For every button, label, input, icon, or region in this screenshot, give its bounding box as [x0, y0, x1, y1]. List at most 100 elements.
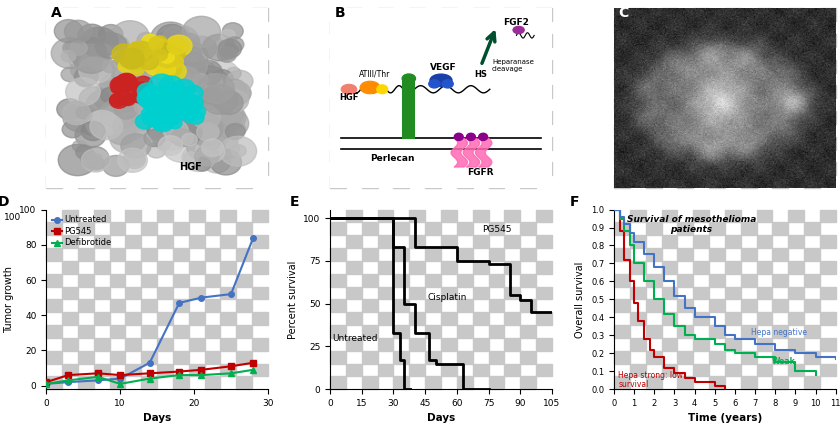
Bar	[646, 351, 662, 363]
Bar	[62, 338, 78, 351]
Circle shape	[166, 110, 180, 121]
Circle shape	[224, 82, 251, 104]
Bar	[457, 21, 473, 34]
Bar	[205, 21, 220, 34]
Circle shape	[151, 33, 180, 56]
Bar	[441, 137, 457, 150]
Circle shape	[161, 25, 199, 56]
Bar	[757, 34, 773, 47]
Bar	[646, 47, 662, 60]
Bar	[646, 73, 662, 85]
Circle shape	[184, 113, 223, 144]
Circle shape	[171, 49, 185, 60]
Ellipse shape	[442, 80, 454, 88]
Circle shape	[219, 47, 235, 60]
Bar	[709, 150, 725, 162]
Bar	[820, 34, 836, 47]
Bar	[189, 338, 205, 351]
Bar	[788, 60, 804, 73]
Circle shape	[114, 100, 138, 119]
Bar	[520, 21, 536, 34]
Bar	[441, 363, 457, 376]
Defibrotide	[63, 378, 73, 383]
Circle shape	[63, 41, 80, 55]
Bar	[252, 8, 268, 21]
Bar	[378, 338, 393, 351]
Bar	[157, 209, 173, 222]
Bar	[536, 111, 552, 124]
Circle shape	[66, 78, 100, 106]
Ellipse shape	[360, 81, 380, 94]
Circle shape	[148, 88, 161, 99]
Bar	[473, 162, 489, 175]
PG545	[174, 369, 184, 374]
Bar	[157, 338, 173, 351]
Circle shape	[166, 117, 181, 128]
Bar	[330, 175, 346, 188]
Bar	[425, 351, 441, 363]
Circle shape	[134, 41, 150, 54]
Circle shape	[197, 94, 234, 124]
Bar	[677, 47, 693, 60]
Bar	[441, 60, 457, 73]
Bar	[788, 34, 804, 47]
Bar	[614, 222, 630, 235]
Circle shape	[87, 154, 102, 166]
Bar	[205, 376, 220, 389]
Bar	[109, 299, 125, 312]
Bar	[62, 34, 78, 47]
Bar	[425, 124, 441, 137]
Bar	[125, 34, 141, 47]
Bar	[788, 85, 804, 98]
Bar	[189, 111, 205, 124]
Circle shape	[134, 80, 149, 91]
Bar	[646, 325, 662, 338]
Bar	[709, 222, 725, 235]
Bar	[457, 73, 473, 85]
Circle shape	[142, 111, 159, 125]
Bar	[773, 248, 788, 261]
Circle shape	[181, 99, 201, 115]
Circle shape	[142, 34, 159, 48]
Bar	[441, 111, 457, 124]
Bar	[677, 274, 693, 286]
Bar	[362, 274, 378, 286]
Bar	[741, 376, 757, 389]
Bar	[662, 312, 677, 325]
Bar	[94, 235, 109, 248]
Defibrotide	[93, 374, 103, 379]
Bar	[662, 286, 677, 299]
Bar	[393, 98, 409, 111]
Bar	[62, 85, 78, 98]
Circle shape	[114, 83, 123, 91]
Circle shape	[160, 48, 180, 65]
Bar	[346, 338, 362, 351]
Bar	[662, 85, 677, 98]
Bar	[157, 235, 173, 248]
Bar	[330, 299, 346, 312]
Circle shape	[224, 97, 238, 108]
Bar	[393, 248, 409, 261]
Bar	[62, 8, 78, 21]
Bar	[393, 325, 409, 338]
Bar	[362, 175, 378, 188]
Bar	[788, 235, 804, 248]
Bar	[820, 162, 836, 175]
Bar	[773, 150, 788, 162]
Bar	[378, 85, 393, 98]
Circle shape	[159, 105, 183, 124]
Bar	[757, 60, 773, 73]
Bar	[330, 274, 346, 286]
Circle shape	[146, 88, 160, 98]
Bar	[725, 235, 741, 248]
Bar	[709, 376, 725, 389]
Bar	[646, 124, 662, 137]
X-axis label: Days: Days	[427, 413, 455, 423]
Text: C: C	[618, 6, 628, 20]
Bar	[741, 274, 757, 286]
Circle shape	[160, 52, 174, 63]
Bar	[141, 351, 157, 363]
Bar	[820, 235, 836, 248]
Bar	[378, 286, 393, 299]
Bar	[125, 312, 141, 325]
